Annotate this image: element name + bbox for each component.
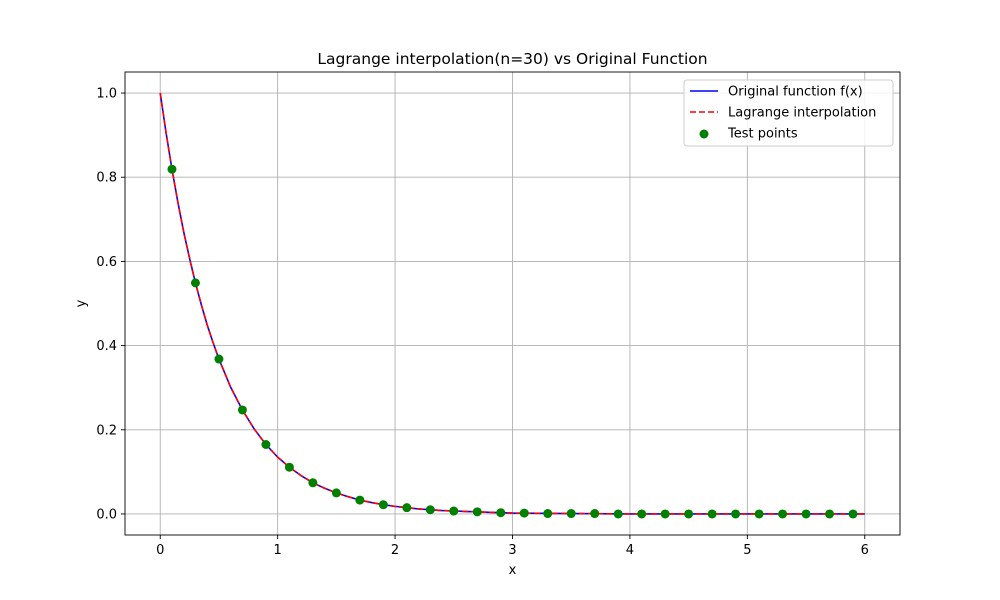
test-point (848, 509, 858, 519)
test-point (237, 405, 247, 415)
test-point (425, 505, 435, 515)
y-tick-label: 0.8 (96, 171, 117, 186)
test-point (167, 164, 177, 174)
x-tick-label: 6 (861, 543, 869, 558)
test-point (731, 509, 741, 519)
test-point (543, 509, 553, 519)
test-point (355, 495, 365, 505)
test-point (590, 509, 600, 519)
test-point (660, 509, 670, 519)
test-point (613, 509, 623, 519)
test-point (754, 509, 764, 519)
x-tick-label: 5 (743, 543, 751, 558)
legend: Original function f(x) Lagrange interpola… (683, 79, 894, 147)
test-point (637, 509, 647, 519)
x-tick-label: 1 (274, 543, 282, 558)
test-point (472, 507, 482, 517)
x-tick-label: 4 (626, 543, 634, 558)
legend-label: Original function f(x) (728, 85, 863, 100)
test-point (284, 462, 294, 472)
legend-label: Test points (727, 127, 798, 142)
chart-title: Lagrange interpolation(n=30) vs Original… (317, 50, 707, 68)
test-point (778, 509, 788, 519)
test-point (825, 509, 835, 519)
test-point (566, 509, 576, 519)
test-point (214, 354, 224, 364)
test-point (496, 508, 506, 518)
y-tick-label: 0.0 (96, 507, 117, 522)
axis-ticks: 0 1 2 3 4 5 6 0.0 0.2 0.4 0.6 0.8 1.0 (96, 87, 869, 558)
y-tick-label: 0.4 (96, 339, 117, 354)
x-tick-label: 3 (508, 543, 516, 558)
y-tick-label: 1.0 (96, 87, 117, 102)
test-point (190, 278, 200, 288)
legend-label: Lagrange interpolation (728, 106, 876, 121)
legend-box (683, 79, 894, 147)
y-tick-label: 0.6 (96, 255, 117, 270)
y-tick-label: 0.2 (96, 423, 117, 438)
legend-marker-swatch (699, 129, 709, 139)
test-point (378, 500, 388, 510)
x-tick-label: 0 (156, 543, 164, 558)
x-tick-label: 2 (391, 543, 399, 558)
test-point (402, 503, 412, 513)
test-point (801, 509, 811, 519)
test-point (707, 509, 717, 519)
test-point (261, 440, 271, 450)
test-point (308, 478, 318, 488)
test-point (519, 508, 529, 518)
y-axis-label: y (74, 299, 89, 307)
test-point (684, 509, 694, 519)
x-axis-label: x (509, 563, 517, 578)
test-point (331, 488, 341, 498)
plot-series (159, 92, 865, 519)
test-point (449, 506, 459, 516)
